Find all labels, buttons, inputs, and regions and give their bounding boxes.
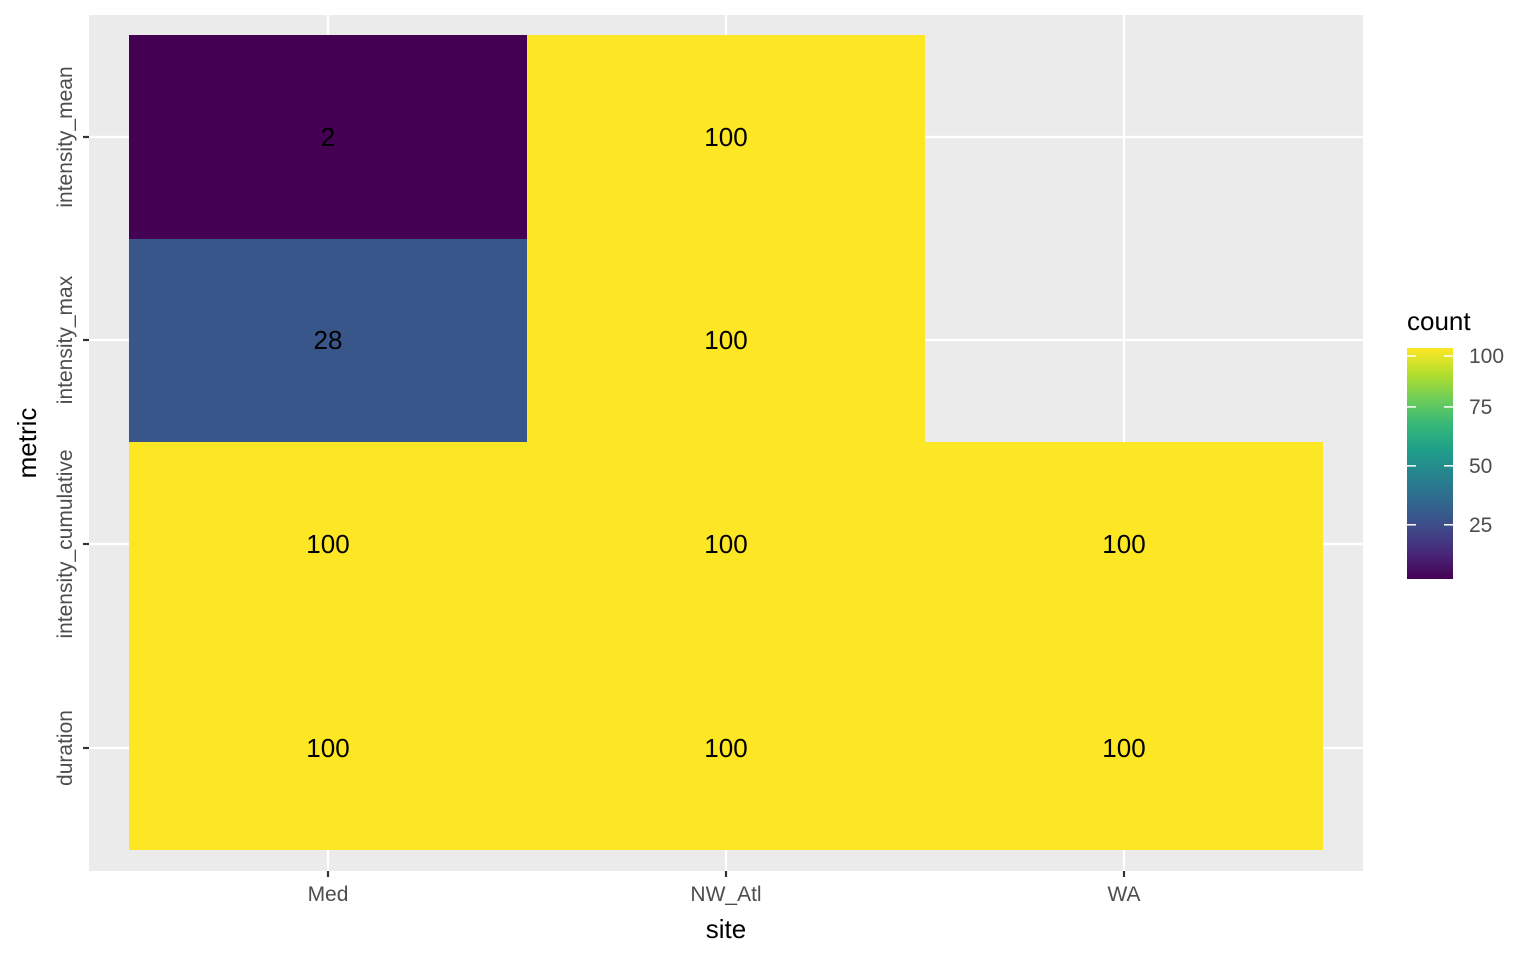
heatmap-cell-Med-intensity_cumulative [129, 442, 527, 646]
cell-label-Med-duration: 100 [306, 733, 349, 763]
cell-label-Med-intensity_cumulative: 100 [306, 529, 349, 559]
cell-label-WA-duration: 100 [1102, 733, 1145, 763]
cell-label-WA-intensity_cumulative: 100 [1102, 529, 1145, 559]
heatmap-cell-NW_Atl-duration [527, 646, 925, 850]
heatmap-cell-WA-duration [925, 646, 1323, 850]
cell-label-NW_Atl-intensity_mean: 100 [704, 122, 747, 152]
x-axis-title: site [706, 914, 746, 944]
cell-label-NW_Atl-intensity_max: 100 [704, 325, 747, 355]
x-tick-label-NW_Atl: NW_Atl [690, 883, 761, 906]
heatmap-cell-NW_Atl-intensity_cumulative [527, 442, 925, 646]
legend-tick-label-100: 100 [1469, 345, 1504, 368]
heatmap-cell-Med-intensity_max [129, 238, 527, 442]
cell-labels: 100 100 28 2 100 100 100 100 100 100 [306, 122, 1145, 763]
cell-label-NW_Atl-intensity_cumulative: 100 [704, 529, 747, 559]
heatmap-cells [129, 35, 1323, 850]
heatmap-cell-WA-intensity_cumulative [925, 442, 1323, 646]
legend-tick-label-75: 75 [1469, 396, 1492, 419]
heatmap-cell-Med-intensity_mean [129, 35, 527, 239]
legend-ticks: 25 50 75 100 [1407, 345, 1504, 537]
cell-label-Med-intensity_max: 28 [314, 325, 343, 355]
cell-label-NW_Atl-duration: 100 [704, 733, 747, 763]
y-axis-title: metric [12, 408, 42, 479]
legend-colorbar [1407, 348, 1453, 579]
y-axis: duration intensity_cumulative intensity_ma… [54, 66, 89, 786]
cell-label-Med-intensity_mean: 2 [321, 122, 335, 152]
y-tick-label-intensity_max: intensity_max [54, 275, 77, 404]
x-tick-label-WA: WA [1107, 883, 1140, 906]
y-tick-label-intensity_cumulative: intensity_cumulative [54, 449, 77, 638]
legend-title: count [1407, 306, 1471, 336]
x-axis: Med NW_Atl WA [308, 871, 1141, 906]
legend: count 25 50 75 100 [1407, 306, 1504, 579]
x-tick-label-Med: Med [308, 883, 349, 906]
heatmap-cell-NW_Atl-intensity_mean [527, 35, 925, 239]
heatmap-cell-Med-duration [129, 646, 527, 850]
heatmap-cell-NW_Atl-intensity_max [527, 238, 925, 442]
legend-tick-label-25: 25 [1469, 514, 1492, 537]
y-tick-label-intensity_mean: intensity_mean [54, 66, 77, 207]
legend-tick-label-50: 50 [1469, 455, 1492, 478]
y-tick-label-duration: duration [54, 710, 77, 786]
